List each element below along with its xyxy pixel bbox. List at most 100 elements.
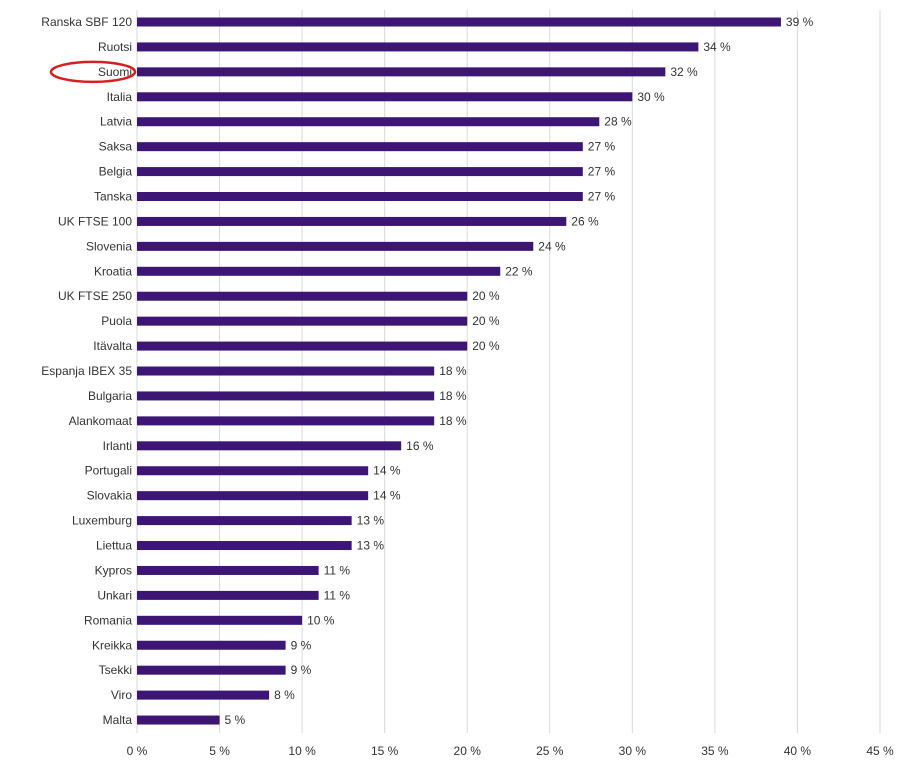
value-label: 30 %	[637, 90, 665, 104]
category-label: Bulgaria	[88, 389, 132, 403]
value-label: 9 %	[291, 638, 312, 652]
x-tick-label: 0 %	[127, 744, 148, 758]
category-label: Liettua	[96, 539, 132, 553]
category-label: Malta	[103, 713, 133, 727]
x-tick-label: 25 %	[536, 744, 564, 758]
category-label: Ruotsi	[98, 40, 132, 54]
bar	[137, 42, 699, 52]
category-label: Slovenia	[86, 239, 132, 253]
value-label: 34 %	[703, 40, 731, 54]
category-label: Ranska SBF 120	[41, 15, 132, 29]
bar	[137, 416, 435, 426]
category-label: Saksa	[99, 140, 133, 154]
x-tick-label: 40 %	[784, 744, 812, 758]
bar	[137, 341, 468, 351]
category-label: Latvia	[100, 115, 132, 129]
highlight-circle	[49, 60, 137, 84]
value-label: 20 %	[472, 339, 500, 353]
bar	[137, 516, 352, 526]
value-label: 27 %	[588, 140, 616, 154]
value-label: 14 %	[373, 464, 401, 478]
x-tick-label: 5 %	[209, 744, 230, 758]
category-label: Luxemburg	[72, 514, 132, 528]
category-label: UK FTSE 250	[58, 289, 132, 303]
bar	[137, 391, 435, 401]
bar	[137, 665, 286, 675]
value-label: 11 %	[324, 563, 351, 577]
x-tick-label: 30 %	[619, 744, 647, 758]
category-label: Kreikka	[92, 638, 132, 652]
value-label: 22 %	[505, 264, 533, 278]
value-label: 14 %	[373, 489, 401, 503]
value-label: 20 %	[472, 314, 500, 328]
category-label: Slovakia	[87, 489, 133, 503]
bar	[137, 192, 583, 202]
category-label: Espanja IBEX 35	[41, 364, 132, 378]
x-tick-label: 20 %	[454, 744, 482, 758]
bars	[137, 17, 781, 725]
value-label: 32 %	[670, 65, 698, 79]
category-label: Portugali	[85, 464, 132, 478]
category-label: Kroatia	[94, 264, 132, 278]
value-label: 20 %	[472, 289, 500, 303]
bar	[137, 615, 303, 625]
gridlines	[136, 10, 881, 733]
bar	[137, 590, 319, 600]
category-label: Irlanti	[103, 439, 132, 453]
value-label: 28 %	[604, 115, 632, 129]
x-tick-label: 35 %	[701, 744, 729, 758]
bar	[137, 690, 270, 700]
value-label: 8 %	[274, 688, 295, 702]
category-label: Viro	[111, 688, 132, 702]
bar	[137, 640, 286, 650]
value-label: 13 %	[357, 514, 385, 528]
bar	[137, 241, 534, 251]
value-label: 27 %	[588, 190, 616, 204]
category-label: Romania	[84, 613, 132, 627]
value-label: 18 %	[439, 389, 467, 403]
value-label: 27 %	[588, 165, 616, 179]
value-label: 13 %	[357, 539, 385, 553]
bar	[137, 441, 402, 451]
category-label: Unkari	[97, 588, 132, 602]
bar	[137, 541, 352, 551]
category-label: Italia	[107, 90, 133, 104]
bar	[137, 92, 633, 102]
value-label: 10 %	[307, 613, 335, 627]
value-label: 18 %	[439, 364, 467, 378]
bar	[137, 291, 468, 301]
category-label: Puola	[101, 314, 132, 328]
category-label: Tanska	[94, 190, 132, 204]
bar	[137, 167, 583, 177]
value-label: 11 %	[324, 588, 351, 602]
bar	[137, 67, 666, 77]
value-label: 39 %	[786, 15, 814, 29]
value-label: 16 %	[406, 439, 434, 453]
value-label: 24 %	[538, 239, 566, 253]
value-label: 26 %	[571, 214, 599, 228]
category-label: Alankomaat	[69, 414, 133, 428]
bar	[137, 366, 435, 376]
bar	[137, 117, 600, 127]
bar	[137, 216, 567, 226]
category-label: Itävalta	[93, 339, 132, 353]
category-label: Suomi	[98, 65, 132, 79]
category-label: UK FTSE 100	[58, 214, 132, 228]
bar	[137, 266, 501, 276]
labels: 0 % 5 % 10 % 15 % 20 % 25 % 30 % 35 % 40 % 45 % Ra…	[41, 15, 894, 758]
bar	[137, 491, 369, 501]
bar	[137, 142, 583, 152]
x-tick-label: 15 %	[371, 744, 399, 758]
bar	[137, 466, 369, 476]
category-label: Belgia	[99, 165, 133, 179]
bar	[137, 316, 468, 326]
bar	[137, 715, 220, 725]
category-label: Tsekki	[99, 663, 132, 677]
x-tick-label: 10 %	[288, 744, 316, 758]
value-label: 9 %	[291, 663, 312, 677]
value-label: 18 %	[439, 414, 467, 428]
bar	[137, 565, 319, 575]
bar	[137, 17, 781, 27]
value-label: 5 %	[225, 713, 246, 727]
